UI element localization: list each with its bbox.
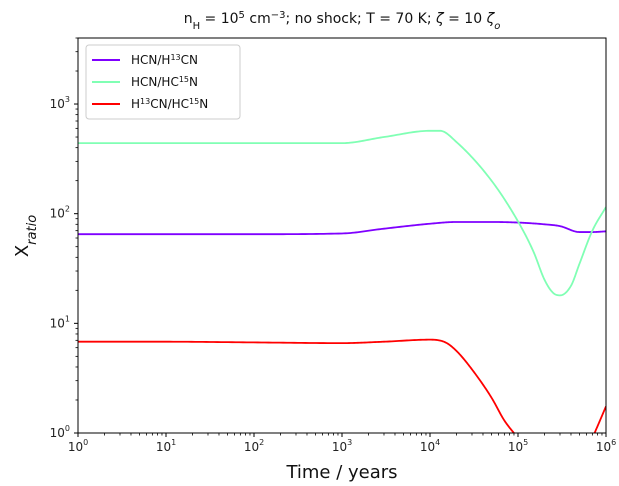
y-tick-label: 101 [50, 314, 70, 330]
x-tick-label: 102 [244, 438, 264, 454]
chart-title: nH = 105 cm−3; no shock; T = 70 K; ζ = 1… [184, 10, 501, 32]
legend: HCN/H13CN HCN/HC15N H13CN/HC15N [85, 44, 241, 120]
x-tick-label: 101 [156, 438, 176, 454]
series-line-3-segment-2 [593, 405, 606, 433]
legend-label: H13CN/HC15N [131, 97, 208, 112]
x-axis-title: Time / years [285, 462, 397, 483]
x-tick-label: 105 [508, 438, 528, 454]
x-tick-label: 103 [332, 438, 352, 454]
x-tick-label: 106 [596, 438, 616, 454]
series-layer [78, 129, 606, 433]
series-line-1 [78, 221, 606, 236]
y-axis-title: Xratio [12, 215, 40, 257]
ticks-layer: 100 101 102 103 104 105 106 100 101 102 103 [50, 37, 616, 454]
x-tick-label: 104 [420, 438, 440, 454]
series-line-2 [78, 129, 606, 297]
legend-label: HCN/HC15N [131, 75, 198, 90]
y-tick-label: 103 [50, 95, 70, 111]
legend-label: HCN/H13CN [131, 53, 198, 68]
x-tick-label: 100 [68, 438, 88, 454]
y-tick-label: 102 [50, 205, 70, 221]
y-tick-label: 100 [50, 424, 70, 440]
legend-box [85, 44, 241, 120]
series-line-3 [78, 338, 516, 433]
